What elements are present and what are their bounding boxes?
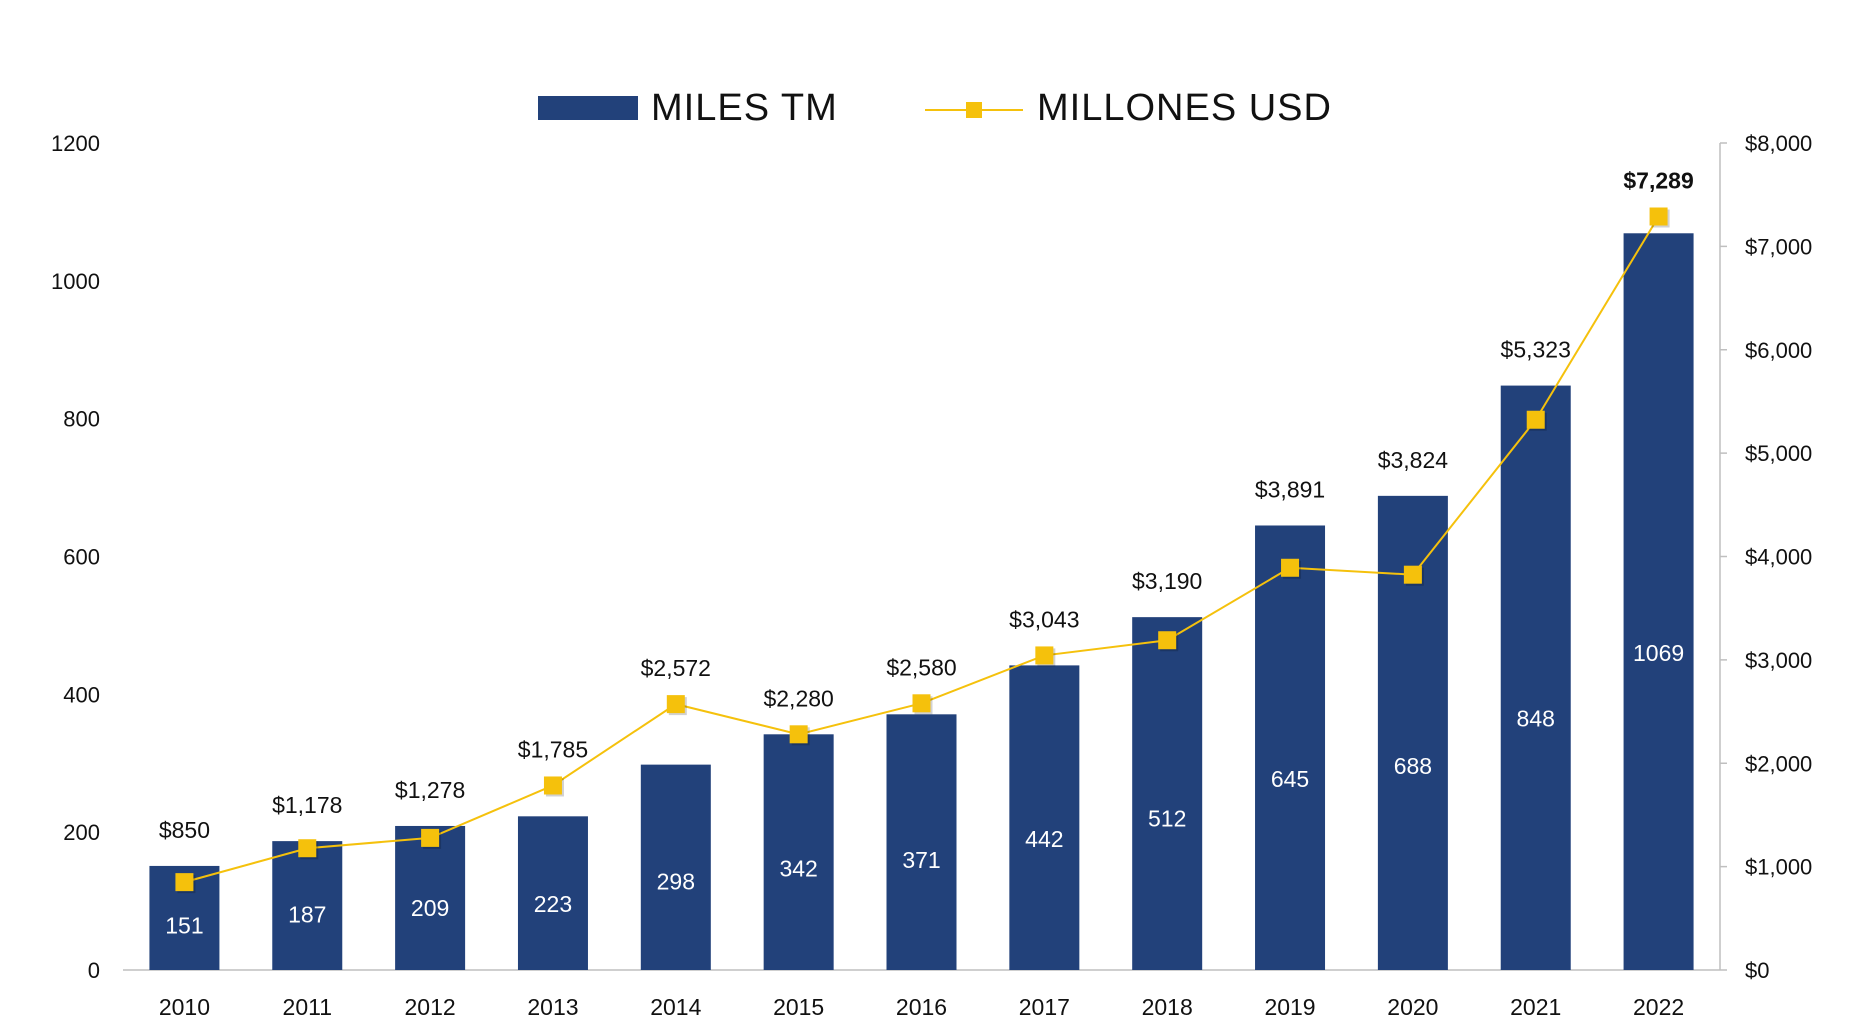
bar-value-label: 371 xyxy=(902,847,940,873)
line-data-labels: $850 $1,178 $1,278 $1,785 $2,572 $2,280 $2,580… xyxy=(159,167,1694,842)
bar xyxy=(886,714,957,970)
bar-value-label: 187 xyxy=(288,902,326,928)
x-tick-label: 2010 xyxy=(159,994,210,1020)
right-tick-label: $7,000 xyxy=(1745,234,1812,259)
bar-value-label: 151 xyxy=(165,912,203,938)
bar xyxy=(395,825,466,970)
legend-bar-swatch xyxy=(538,96,638,120)
x-tick-label: 2018 xyxy=(1142,994,1193,1020)
right-tick-label: $3,000 xyxy=(1745,648,1812,673)
bar-value-label: 298 xyxy=(657,869,695,895)
line-value-label: $3,043 xyxy=(1009,606,1079,632)
line-marker xyxy=(1649,207,1668,226)
line-series-millones-usd xyxy=(175,207,1670,894)
x-tick-label: 2021 xyxy=(1510,994,1561,1020)
line-value-label: $2,280 xyxy=(763,685,833,711)
line-marker xyxy=(1526,410,1545,429)
bar xyxy=(1255,525,1326,970)
line-marker xyxy=(912,694,931,713)
legend-line-label: MILLONES USD xyxy=(1037,87,1332,129)
x-tick-label: 2013 xyxy=(527,994,578,1020)
line-value-label: $3,824 xyxy=(1378,447,1449,473)
left-axis-ticks: 0 200 400 600 800 1000 1200 xyxy=(51,131,100,983)
line-value-label: $1,178 xyxy=(272,792,342,818)
line-value-label: $2,572 xyxy=(641,655,711,681)
line-value-label: $3,190 xyxy=(1132,568,1202,594)
line-marker xyxy=(175,873,194,892)
line-value-label: $850 xyxy=(159,817,210,843)
line-value-label: $7,289 xyxy=(1623,167,1693,193)
legend-bar-label: MILES TM xyxy=(651,87,838,129)
left-tick-label: 200 xyxy=(63,820,100,845)
x-tick-label: 2011 xyxy=(283,994,332,1020)
bar xyxy=(272,841,343,970)
bar-value-label: 442 xyxy=(1025,826,1063,852)
line-marker xyxy=(666,695,685,714)
right-tick-label: $2,000 xyxy=(1745,751,1812,776)
x-tick-label: 2022 xyxy=(1633,994,1684,1020)
bar xyxy=(1009,665,1080,970)
left-tick-label: 0 xyxy=(88,958,100,983)
legend: MILES TM MILLONES USD xyxy=(538,87,1332,129)
x-tick-label: 2014 xyxy=(650,994,701,1020)
x-tick-label: 2017 xyxy=(1019,994,1070,1020)
bar xyxy=(1500,385,1571,970)
left-tick-label: 400 xyxy=(63,682,100,707)
bar-value-label: 223 xyxy=(534,891,572,917)
line-marker xyxy=(543,776,562,795)
right-axis-ticks: $0 $1,000 $2,000 $3,000 $4,000 $5,000 $6,000 $7… xyxy=(1720,131,1812,983)
bar-value-label: 512 xyxy=(1148,805,1186,831)
bar xyxy=(640,764,711,970)
line-value-label: $5,323 xyxy=(1501,337,1571,363)
right-tick-label: $8,000 xyxy=(1745,131,1812,156)
line-value-label: $1,278 xyxy=(395,777,465,803)
bar-value-label: 688 xyxy=(1394,753,1432,779)
bar xyxy=(1132,617,1203,970)
bar xyxy=(763,734,834,970)
line-marker xyxy=(421,828,440,847)
bar xyxy=(517,816,588,970)
line-marker xyxy=(1158,631,1177,650)
right-tick-label: $4,000 xyxy=(1745,545,1812,570)
right-tick-label: $0 xyxy=(1745,958,1769,983)
legend-line-marker xyxy=(966,102,982,118)
x-tick-label: 2016 xyxy=(896,994,947,1020)
x-tick-label: 2019 xyxy=(1264,994,1315,1020)
line-marker xyxy=(298,839,317,858)
bar-series-miles-tm: 151 187 209 223 298 342 371 442 512 645 688 848 1069 xyxy=(149,233,1694,971)
bar-value-label: 209 xyxy=(411,895,449,921)
left-tick-label: 800 xyxy=(63,407,100,432)
x-axis-ticks: 2010 2011 2012 2013 2014 2015 2016 2017 2018 2019… xyxy=(159,994,1684,1020)
bar-value-label: 645 xyxy=(1271,766,1309,792)
right-tick-label: $6,000 xyxy=(1745,338,1812,363)
line-marker xyxy=(1281,558,1300,577)
line-value-label: $1,785 xyxy=(518,736,588,762)
x-tick-label: 2012 xyxy=(405,994,456,1020)
left-tick-label: 1000 xyxy=(51,269,100,294)
line-marker xyxy=(1403,565,1422,584)
line-value-label: $2,580 xyxy=(886,654,956,680)
x-tick-label: 2015 xyxy=(773,994,824,1020)
bar-value-label: 848 xyxy=(1517,706,1555,732)
bar-value-label: 342 xyxy=(779,856,817,882)
left-tick-label: 1200 xyxy=(51,131,100,156)
line-marker xyxy=(789,725,808,744)
line-marker xyxy=(1035,646,1054,665)
line-value-label: $3,891 xyxy=(1255,476,1325,502)
x-tick-label: 2020 xyxy=(1387,994,1438,1020)
bar-value-label: 1069 xyxy=(1633,640,1684,666)
right-tick-label: $5,000 xyxy=(1745,441,1812,466)
right-tick-label: $1,000 xyxy=(1745,855,1812,880)
bar xyxy=(1623,233,1694,971)
left-tick-label: 600 xyxy=(63,545,100,570)
